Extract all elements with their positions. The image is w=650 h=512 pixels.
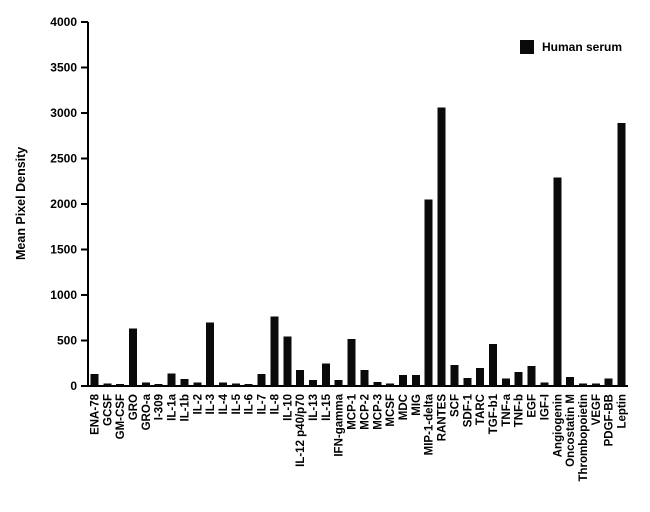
x-tick-label: Leptin	[617, 394, 629, 429]
x-tick-label: IL-7	[257, 394, 269, 414]
bar	[103, 383, 112, 386]
y-tick-label: 3500	[50, 61, 77, 75]
legend-label: Human serum	[542, 40, 623, 54]
x-tick-label: RANTES	[437, 394, 449, 442]
y-tick-label: 3000	[50, 106, 77, 120]
bar	[437, 107, 446, 386]
x-tick-label: MIG	[411, 394, 423, 416]
bar	[296, 370, 305, 386]
bar	[193, 382, 202, 386]
bar	[244, 384, 253, 386]
x-tick-label: SCF	[449, 394, 461, 417]
x-tick-label: IL-8	[269, 393, 281, 414]
bar	[360, 370, 369, 386]
x-tick-label: IL-6	[244, 394, 256, 414]
y-axis-title: Mean Pixel Density	[14, 146, 28, 260]
x-tick-label: GM-CSF	[115, 394, 127, 439]
bar	[154, 384, 163, 386]
bar	[334, 380, 343, 386]
bar	[527, 365, 536, 386]
legend-swatch-human-serum	[520, 40, 534, 54]
bar	[283, 336, 292, 386]
x-tick-label: GCSF	[102, 394, 114, 426]
bar	[604, 378, 613, 386]
bar	[116, 384, 125, 386]
bar	[591, 383, 600, 386]
bar	[411, 375, 420, 386]
x-tick-label: Oncostatin M	[565, 394, 577, 467]
bar	[463, 377, 472, 386]
x-tick-label: MIP-1-delta	[424, 393, 436, 455]
bar	[514, 371, 523, 386]
bar	[617, 123, 626, 386]
x-tick-label: IL-3	[205, 394, 217, 414]
x-tick-label: IGF-I	[539, 394, 551, 420]
y-tick-label: 1500	[50, 243, 77, 257]
x-tick-label: IL-13	[308, 394, 320, 421]
x-tick-label: MCP-1	[347, 393, 359, 429]
x-tick-label: GRO-a	[141, 393, 153, 430]
bar	[399, 375, 407, 386]
x-tick-label: MCP-2	[359, 394, 371, 430]
bar	[501, 378, 510, 386]
bar	[141, 382, 150, 386]
bar	[489, 344, 497, 386]
x-tick-label: GRO	[128, 394, 140, 420]
legend: Human serum	[520, 40, 622, 54]
bar	[566, 376, 575, 386]
y-tick-label: 2500	[50, 152, 77, 166]
x-tick-label: VEGF	[591, 394, 603, 425]
x-tick-label: IL-5	[231, 393, 243, 414]
x-tick-label: ENA-78	[89, 393, 101, 435]
x-tick-label: IL-1a	[167, 393, 179, 420]
x-tick-label: IL-2	[192, 394, 204, 414]
bar	[309, 380, 317, 386]
bar	[167, 373, 176, 386]
x-tick-label: SDF-1	[462, 393, 474, 427]
bar	[90, 374, 99, 386]
bar	[129, 328, 137, 386]
x-tick-label: TGF-b1	[488, 393, 500, 434]
x-tick-label: IL-12 p40/p70	[295, 394, 307, 467]
bar	[231, 383, 240, 386]
bar	[180, 379, 189, 386]
x-tick-label: IFN-gamma	[334, 393, 346, 456]
x-tick-label: IL-1b	[179, 394, 191, 421]
y-tick-label: 2000	[50, 197, 77, 211]
bar	[476, 367, 485, 386]
x-tick-label: EGF	[527, 394, 539, 418]
bar	[257, 374, 266, 386]
x-tick-label: MCSF	[385, 394, 397, 427]
y-tick-label: 500	[57, 334, 77, 348]
bar	[219, 382, 227, 386]
bar	[424, 199, 433, 386]
bar	[321, 363, 330, 386]
bar	[579, 383, 587, 386]
x-tick-label: IL-15	[321, 393, 333, 420]
x-tick-label: Thrombopoietin	[578, 394, 590, 482]
y-tick-label: 1000	[50, 288, 77, 302]
bar	[347, 339, 356, 386]
bar	[450, 365, 459, 386]
x-tick-label: TARC	[475, 394, 487, 425]
bar	[386, 383, 395, 386]
y-tick-label: 0	[70, 379, 77, 393]
bar	[553, 177, 562, 386]
x-tick-label: Angiogenin	[552, 394, 564, 457]
x-tick-label: MDC	[398, 394, 410, 420]
x-tick-label: TNF-b	[514, 394, 526, 427]
x-tick-label: IL-10	[282, 394, 294, 421]
bar	[206, 322, 215, 386]
bar	[373, 381, 382, 386]
x-tick-label: PDGF-BB	[604, 394, 616, 446]
x-tick-label: I-309	[154, 394, 166, 420]
bar	[540, 382, 549, 386]
x-tick-label: TNF-a	[501, 393, 513, 426]
x-tick-label: MCP-3	[372, 394, 384, 430]
y-tick-label: 4000	[50, 15, 77, 29]
bar	[270, 316, 279, 386]
x-tick-label: IL-4	[218, 393, 230, 414]
